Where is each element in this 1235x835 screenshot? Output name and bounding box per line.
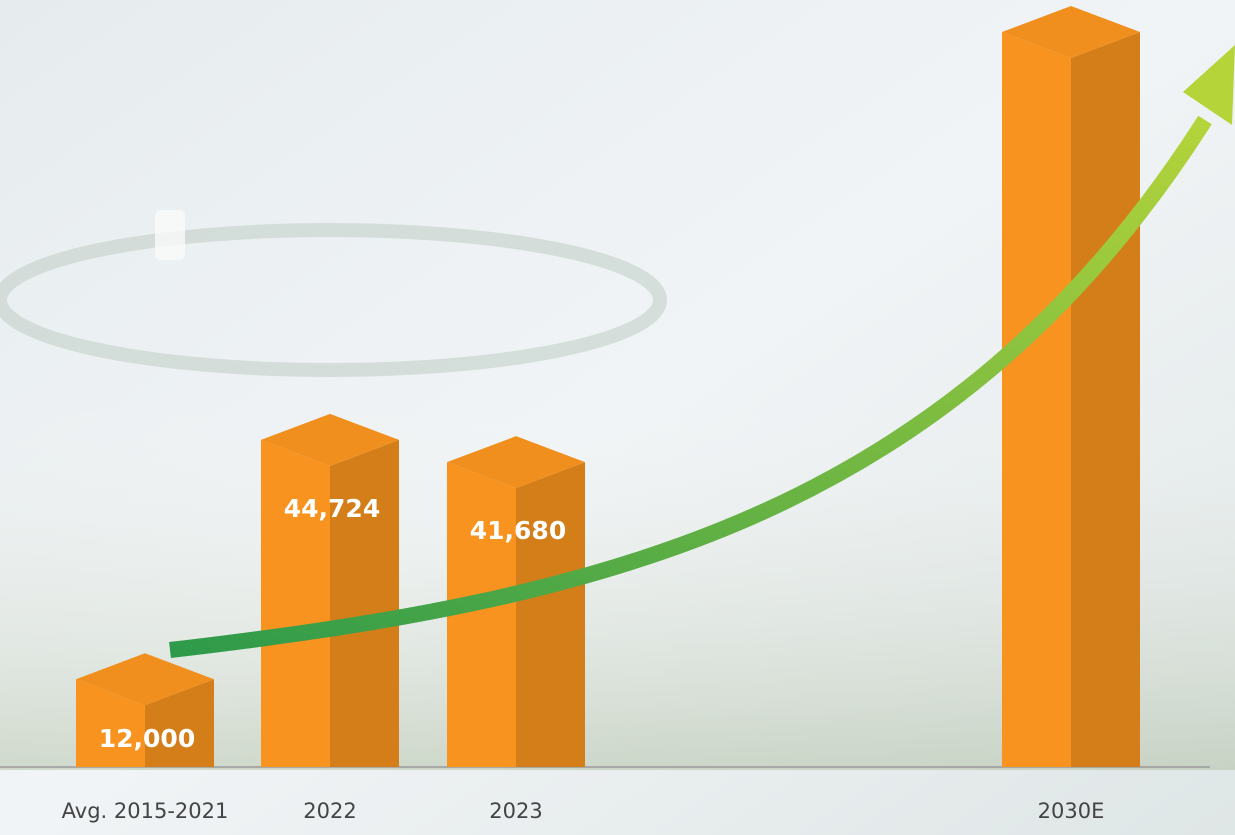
bar-top xyxy=(261,413,399,466)
value-label: 44,724 xyxy=(284,494,380,523)
bar-left-face xyxy=(447,462,516,767)
x-tick-label: 2022 xyxy=(303,799,356,823)
trend-arrowhead xyxy=(1183,45,1235,125)
bar xyxy=(76,653,214,767)
bar xyxy=(1002,6,1140,767)
scenery xyxy=(0,223,667,377)
bars xyxy=(76,6,1140,767)
bar-top xyxy=(1002,6,1140,58)
bar-left-face xyxy=(261,439,330,767)
bar-top xyxy=(447,436,585,489)
bar-right-face xyxy=(1071,32,1140,767)
x-tick-label: 2030E xyxy=(1038,799,1105,823)
value-label: 12,000 xyxy=(99,724,195,753)
bar-right-face xyxy=(145,679,214,767)
x-tick-label: 2023 xyxy=(489,799,542,823)
labels: Avg. 2015-2021 12,000 2022 44,724 2023 41,680… xyxy=(62,494,1105,823)
bar-right-face xyxy=(330,439,399,767)
x-tick-label: Avg. 2015-2021 xyxy=(62,799,229,823)
bar xyxy=(447,436,585,767)
value-label: 41,680 xyxy=(470,516,566,545)
bar xyxy=(261,413,399,767)
trend-arrow xyxy=(169,115,1212,658)
bar-left-face xyxy=(1002,32,1071,767)
logo xyxy=(155,210,185,260)
bar-right-face xyxy=(516,462,585,767)
bar-top xyxy=(76,653,214,706)
bar-left-face xyxy=(76,679,145,767)
